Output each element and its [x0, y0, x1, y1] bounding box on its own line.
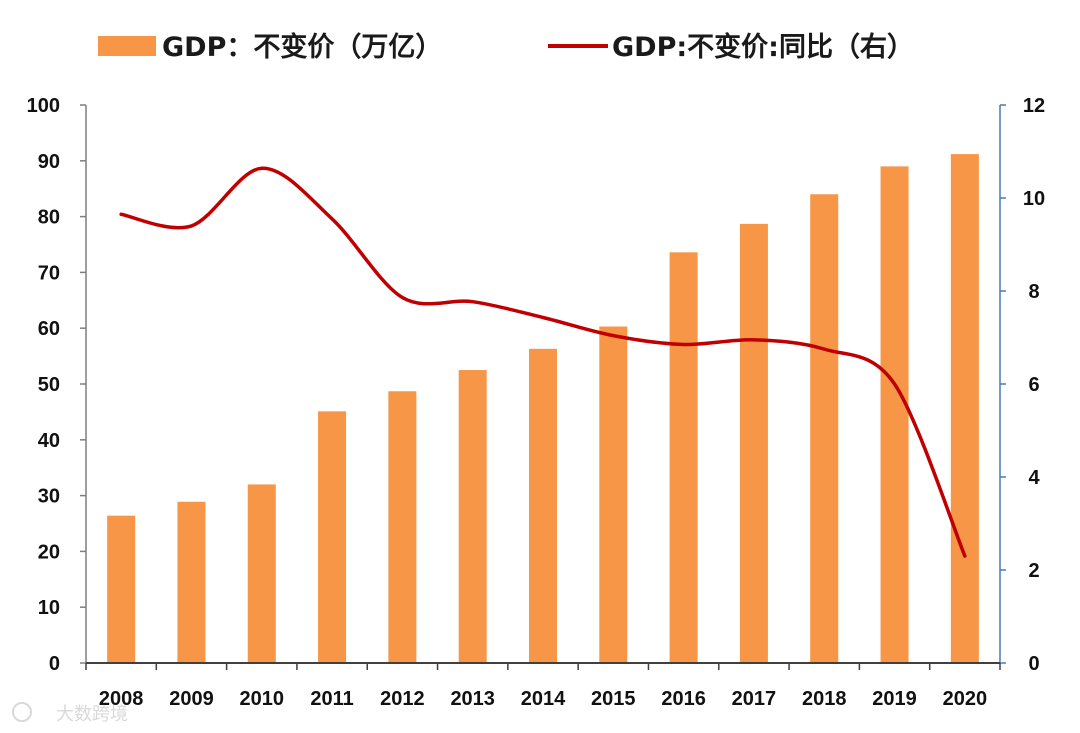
left-tick-label: 90	[38, 151, 60, 173]
x-tick-label: 2015	[591, 688, 636, 710]
x-tick-label: 2018	[802, 688, 847, 710]
x-tick-label: 2010	[240, 688, 285, 710]
bar-2014	[529, 348, 557, 663]
bar-2018	[810, 194, 839, 663]
bar-2013	[458, 370, 487, 663]
legend-bar-label: GDP：不变价（万亿）	[162, 31, 442, 63]
bar-2012	[388, 391, 417, 663]
bar-2015	[599, 326, 628, 663]
watermark-text: 大数跨境	[56, 704, 128, 725]
right-tick-label: 8	[1028, 281, 1039, 303]
x-tick-label: 2011	[310, 688, 353, 710]
right-tick-label: 12	[1023, 95, 1045, 117]
right-tick-label: 6	[1028, 374, 1039, 396]
bar-2020	[950, 154, 979, 663]
line-yoy-growth	[119, 166, 967, 558]
watermark-logo-icon	[12, 702, 32, 722]
x-tick-label: 2016	[661, 688, 706, 710]
bar-2010	[247, 484, 276, 663]
left-tick-label: 60	[38, 318, 60, 340]
right-tick-label: 10	[1023, 188, 1045, 210]
left-tick-label: 10	[38, 597, 60, 619]
right-tick-label: 0	[1028, 653, 1039, 675]
legend: GDP：不变价（万亿） GDP:不变价:同比（右）	[98, 31, 914, 63]
x-tick-label: 2017	[732, 688, 777, 710]
bar-2019	[880, 166, 909, 663]
x-tick-label: 2012	[380, 688, 425, 710]
bar-2017	[739, 223, 768, 663]
left-tick-label: 20	[38, 541, 60, 563]
bar-2011	[318, 411, 347, 663]
left-tick-label: 80	[38, 207, 60, 229]
left-tick-label: 30	[38, 486, 60, 508]
left-tick-label: 0	[49, 653, 60, 675]
left-tick-label: 50	[38, 374, 60, 396]
right-tick-label: 2	[1028, 560, 1039, 582]
line-series-layer	[119, 166, 967, 558]
right-axis-ticks: 0 2 4 6 8 10 12	[1000, 95, 1045, 675]
x-tick-label: 2013	[450, 688, 495, 710]
x-tick-label: 2014	[521, 688, 566, 710]
legend-line-label: GDP:不变价:同比（右）	[612, 31, 914, 63]
left-tick-label: 40	[38, 430, 60, 452]
bar-2009	[177, 501, 206, 663]
bar-series	[107, 154, 979, 663]
x-tick-label: 2019	[872, 688, 917, 710]
watermark: 大数跨境	[12, 702, 128, 725]
legend-bar-swatch	[98, 36, 156, 56]
x-tick-label: 2020	[943, 688, 988, 710]
left-axis-ticks: 0 10 20 30 40 50 60 70 80 90 100	[27, 95, 86, 675]
x-axis-ticks: 2008 2009 2010 2011 2012 2013 2014 2015 2016 2017…	[85, 663, 1001, 710]
bar-2008	[107, 515, 136, 663]
x-tick-label: 2009	[169, 688, 214, 710]
bar-2016	[669, 252, 698, 663]
left-tick-label: 100	[27, 95, 60, 117]
right-tick-label: 4	[1028, 467, 1040, 489]
left-tick-label: 70	[38, 262, 60, 284]
x-tick-label: 2008	[99, 688, 144, 710]
